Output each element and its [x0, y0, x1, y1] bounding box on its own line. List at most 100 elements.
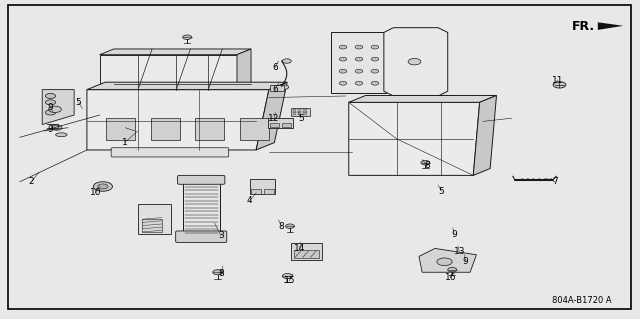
Circle shape	[371, 57, 379, 61]
Text: 16: 16	[445, 273, 457, 282]
Bar	[282, 123, 291, 127]
Bar	[298, 109, 301, 110]
Polygon shape	[419, 249, 476, 272]
Polygon shape	[250, 179, 275, 195]
Text: 9: 9	[451, 230, 457, 239]
Circle shape	[49, 106, 61, 113]
Bar	[303, 112, 307, 114]
Bar	[294, 250, 319, 258]
Text: 5: 5	[76, 98, 81, 107]
Text: 1: 1	[122, 137, 128, 146]
Text: 3: 3	[218, 231, 224, 240]
Text: 6: 6	[273, 63, 278, 72]
Circle shape	[98, 184, 108, 189]
Circle shape	[421, 160, 430, 165]
Bar	[292, 111, 296, 112]
Circle shape	[52, 125, 62, 130]
Circle shape	[282, 273, 292, 278]
Polygon shape	[42, 90, 74, 124]
Circle shape	[45, 93, 56, 99]
Polygon shape	[100, 55, 237, 90]
Bar	[303, 109, 307, 110]
Circle shape	[371, 69, 379, 73]
Polygon shape	[256, 82, 287, 150]
Ellipse shape	[56, 133, 67, 137]
Polygon shape	[87, 90, 269, 150]
Circle shape	[285, 224, 294, 228]
Circle shape	[355, 69, 363, 73]
Circle shape	[448, 268, 457, 272]
Text: 8: 8	[279, 222, 285, 231]
Text: 2: 2	[29, 177, 34, 186]
Bar	[332, 33, 386, 93]
Bar	[291, 243, 322, 260]
Text: 8: 8	[218, 269, 224, 278]
Text: 8: 8	[424, 161, 430, 170]
Circle shape	[93, 182, 113, 191]
Polygon shape	[87, 82, 287, 90]
Bar	[292, 114, 296, 115]
Text: 4: 4	[247, 196, 253, 205]
Bar	[264, 189, 274, 194]
Text: 6: 6	[273, 85, 278, 94]
Bar	[251, 189, 261, 194]
Circle shape	[182, 35, 191, 40]
Circle shape	[282, 59, 291, 63]
Circle shape	[355, 81, 363, 85]
Bar	[298, 114, 301, 115]
Circle shape	[339, 69, 347, 73]
FancyBboxPatch shape	[177, 175, 225, 184]
Circle shape	[355, 45, 363, 49]
Circle shape	[339, 57, 347, 61]
Circle shape	[212, 270, 223, 275]
Text: FR.: FR.	[572, 19, 595, 33]
Polygon shape	[384, 28, 448, 96]
Circle shape	[339, 45, 347, 49]
Text: 9: 9	[463, 257, 468, 266]
Circle shape	[408, 58, 421, 65]
Text: 14: 14	[294, 244, 305, 253]
Bar	[138, 204, 172, 234]
Bar	[298, 112, 301, 114]
Text: 5: 5	[298, 114, 304, 123]
Polygon shape	[100, 49, 251, 55]
Circle shape	[280, 85, 289, 89]
Bar	[143, 219, 162, 232]
Polygon shape	[473, 95, 497, 175]
Bar	[292, 112, 296, 114]
Polygon shape	[598, 22, 623, 30]
Text: 13: 13	[454, 247, 465, 256]
FancyBboxPatch shape	[175, 231, 227, 242]
Bar	[240, 118, 269, 140]
Circle shape	[355, 57, 363, 61]
Circle shape	[45, 100, 56, 105]
Text: 11: 11	[552, 76, 563, 85]
Bar	[303, 114, 307, 115]
Text: 7: 7	[552, 177, 558, 186]
Bar	[182, 183, 220, 233]
Bar	[292, 109, 296, 110]
Bar	[268, 118, 293, 128]
Circle shape	[45, 110, 56, 115]
Bar	[303, 111, 307, 112]
Polygon shape	[237, 49, 251, 90]
Circle shape	[339, 81, 347, 85]
Text: 15: 15	[284, 276, 295, 285]
Bar	[270, 85, 284, 91]
Bar	[195, 118, 224, 140]
Circle shape	[553, 82, 566, 88]
Text: 9: 9	[47, 125, 53, 134]
Text: 9: 9	[47, 103, 53, 112]
Bar	[298, 111, 301, 112]
Text: 804A-B1720 A: 804A-B1720 A	[552, 296, 612, 305]
FancyBboxPatch shape	[111, 148, 228, 157]
Circle shape	[437, 258, 452, 266]
Bar	[270, 123, 279, 127]
Text: 10: 10	[90, 188, 101, 197]
Text: 5: 5	[438, 187, 444, 196]
Polygon shape	[349, 95, 497, 102]
Polygon shape	[349, 102, 479, 175]
Bar	[151, 118, 179, 140]
Bar	[106, 118, 135, 140]
Circle shape	[371, 81, 379, 85]
